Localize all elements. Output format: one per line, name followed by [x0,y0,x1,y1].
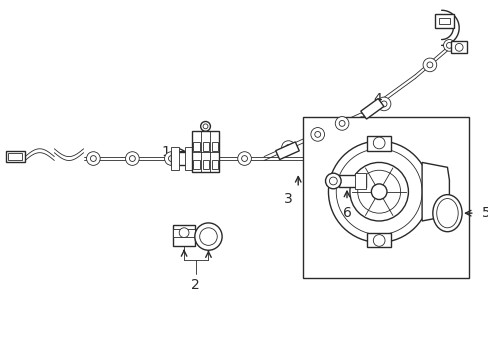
Circle shape [207,156,213,162]
Circle shape [194,223,222,250]
Circle shape [446,42,451,48]
Circle shape [328,141,429,242]
Circle shape [329,177,337,185]
Bar [339,175,366,187]
Circle shape [336,149,421,235]
Bar [8,153,22,161]
Bar [354,173,366,189]
Text: 1: 1 [161,145,170,159]
Circle shape [86,152,100,165]
Circle shape [203,152,217,165]
Bar [303,117,468,278]
Bar [5,151,25,162]
Circle shape [335,117,348,130]
Polygon shape [421,162,448,221]
Circle shape [179,228,188,238]
Circle shape [168,156,174,162]
Bar [366,233,390,247]
Ellipse shape [436,198,457,228]
Bar [202,142,209,151]
Circle shape [370,184,386,199]
Bar [202,161,209,169]
Circle shape [376,97,390,111]
Circle shape [241,156,247,162]
Circle shape [129,156,135,162]
Circle shape [380,101,386,107]
Bar [173,225,194,246]
Bar [212,161,218,169]
Circle shape [125,152,139,165]
Circle shape [90,156,96,162]
Circle shape [314,131,320,137]
Circle shape [443,40,454,51]
Bar [192,161,199,169]
Circle shape [199,228,217,246]
Circle shape [325,173,341,189]
Circle shape [310,127,324,141]
Circle shape [422,58,436,72]
Bar [173,229,194,237]
FancyBboxPatch shape [275,142,299,159]
Bar [171,152,192,165]
Bar [438,18,449,24]
Circle shape [237,152,251,165]
Text: 4: 4 [372,92,381,106]
Circle shape [285,145,291,150]
Ellipse shape [432,195,461,232]
Bar [184,147,192,170]
Circle shape [426,62,432,68]
Text: 3: 3 [284,192,292,206]
Circle shape [349,162,407,221]
Bar [171,147,179,170]
Bar [450,41,466,53]
Circle shape [281,141,295,154]
Circle shape [372,137,384,149]
Circle shape [164,152,178,165]
Circle shape [357,170,400,213]
Bar [192,142,199,151]
Circle shape [372,235,384,246]
Text: 5: 5 [481,206,488,220]
Circle shape [200,121,210,131]
Circle shape [339,121,345,126]
Text: 6: 6 [342,206,351,220]
FancyBboxPatch shape [360,99,383,119]
Circle shape [454,44,462,51]
Bar [366,136,390,151]
Circle shape [203,124,207,129]
Bar [212,142,218,151]
Text: 2: 2 [191,278,200,292]
Bar [191,131,219,172]
Bar [434,14,453,28]
